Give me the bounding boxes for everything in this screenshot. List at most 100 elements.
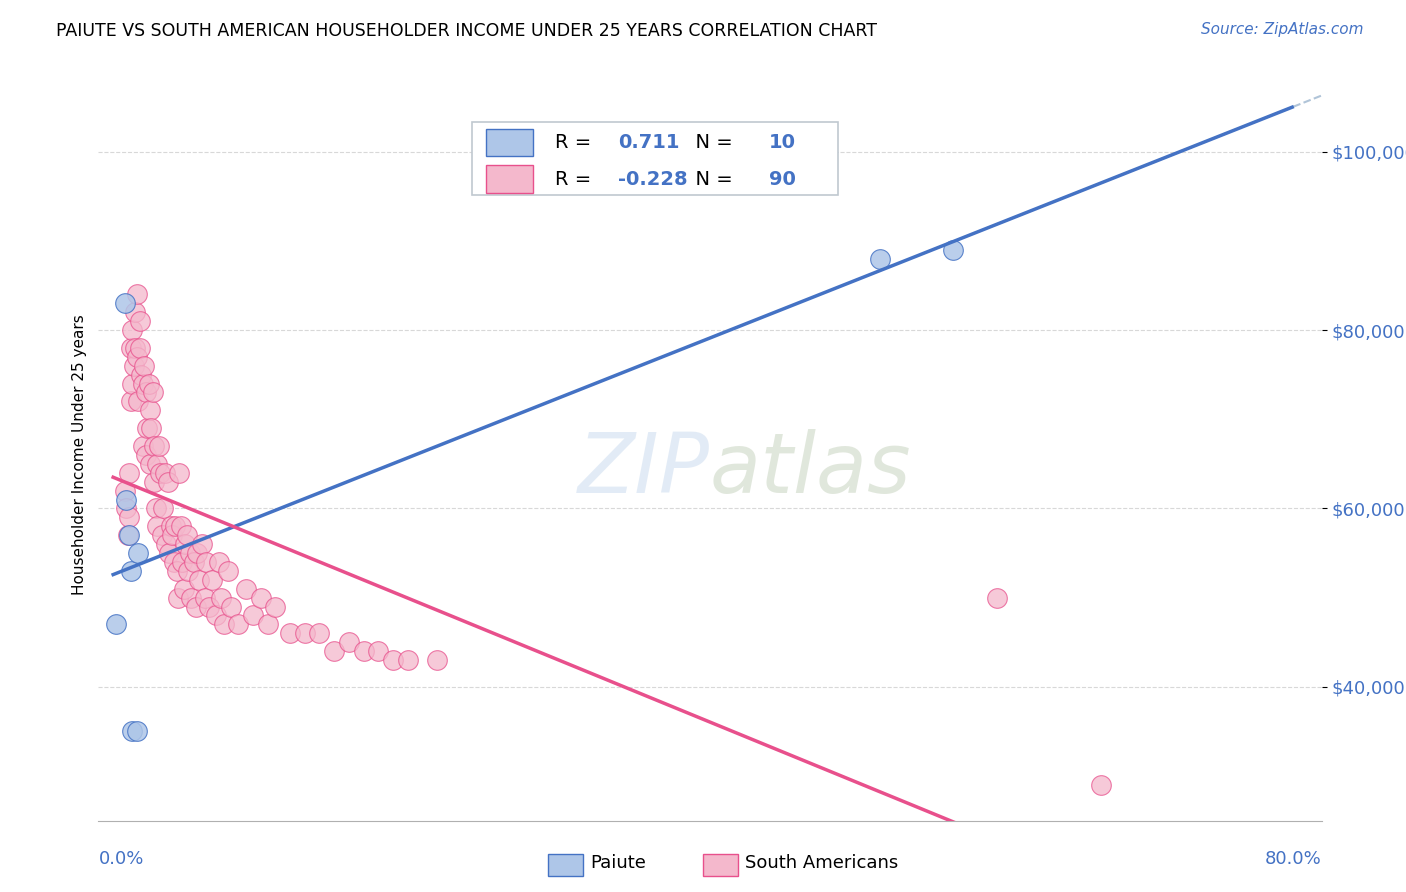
Point [198,599,221,614]
Point [353,644,375,658]
Text: 10: 10 [769,133,796,153]
Point [120,394,142,409]
Point [165,519,187,533]
Point [141,421,163,435]
Y-axis label: Householder Income Under 25 years: Householder Income Under 25 years [72,315,87,595]
Point [131,376,153,391]
Point [118,510,141,524]
Point [160,528,183,542]
Point [152,501,174,516]
Text: 0.0%: 0.0% [98,850,143,868]
Point [167,591,190,605]
Point [235,582,257,596]
Point [193,591,215,605]
Point [124,305,146,319]
Point [121,323,143,337]
Text: 90: 90 [769,169,796,189]
Point [212,617,235,632]
Point [264,599,287,614]
Point [121,376,143,391]
Point [127,394,149,409]
Point [177,564,200,578]
Point [337,635,360,649]
Point [139,403,162,417]
Point [217,564,239,578]
Point [127,546,149,560]
Text: South Americans: South Americans [745,855,898,872]
Point [186,546,208,560]
Point [174,537,197,551]
Point [149,466,172,480]
Point [986,591,1008,605]
Point [124,341,146,355]
Point [1090,778,1112,792]
Point [162,555,184,569]
Point [125,724,148,739]
Point [184,599,207,614]
Point [219,599,242,614]
Text: R =: R = [555,133,603,153]
Point [173,582,195,596]
Point [166,564,188,578]
Point [132,359,155,373]
Point [156,475,179,489]
Text: R =: R = [555,169,598,189]
Point [139,457,162,471]
Point [249,591,271,605]
Text: atlas: atlas [710,429,911,510]
Point [122,359,145,373]
Point [172,555,194,569]
Point [382,653,405,667]
Point [228,617,250,632]
Point [114,296,136,310]
Point [180,591,202,605]
Text: -0.228: -0.228 [619,169,688,189]
FancyBboxPatch shape [486,165,533,193]
Point [170,519,193,533]
Point [942,243,965,257]
Point [205,608,228,623]
Point [426,653,449,667]
Point [136,421,159,435]
Point [120,341,142,355]
Point [153,466,176,480]
Point [121,724,143,739]
Point [159,519,181,533]
Point [294,626,316,640]
Point [183,555,205,569]
Point [118,466,141,480]
Point [396,653,419,667]
Point [143,475,166,489]
Point [169,466,191,480]
Point [150,528,173,542]
Point [176,528,198,542]
Point [146,457,169,471]
Point [125,287,148,301]
Point [869,252,891,266]
FancyBboxPatch shape [486,128,533,156]
Text: 80.0%: 80.0% [1265,850,1322,868]
Text: PAIUTE VS SOUTH AMERICAN HOUSEHOLDER INCOME UNDER 25 YEARS CORRELATION CHART: PAIUTE VS SOUTH AMERICAN HOUSEHOLDER INC… [56,22,877,40]
Point [125,350,148,364]
Point [257,617,280,632]
Point [208,555,231,569]
Text: ZIP: ZIP [578,429,710,510]
Point [323,644,346,658]
Point [117,528,139,542]
Point [190,537,212,551]
Point [209,591,232,605]
Point [146,519,169,533]
Point [187,573,209,587]
Point [138,376,160,391]
Point [143,439,166,453]
Point [148,439,170,453]
Point [142,385,165,400]
Point [155,537,177,551]
Point [145,501,167,516]
Point [179,546,201,560]
Text: 0.711: 0.711 [619,133,679,153]
Point [120,564,142,578]
Point [195,555,218,569]
Text: Source: ZipAtlas.com: Source: ZipAtlas.com [1201,22,1364,37]
Text: N =: N = [683,133,740,153]
